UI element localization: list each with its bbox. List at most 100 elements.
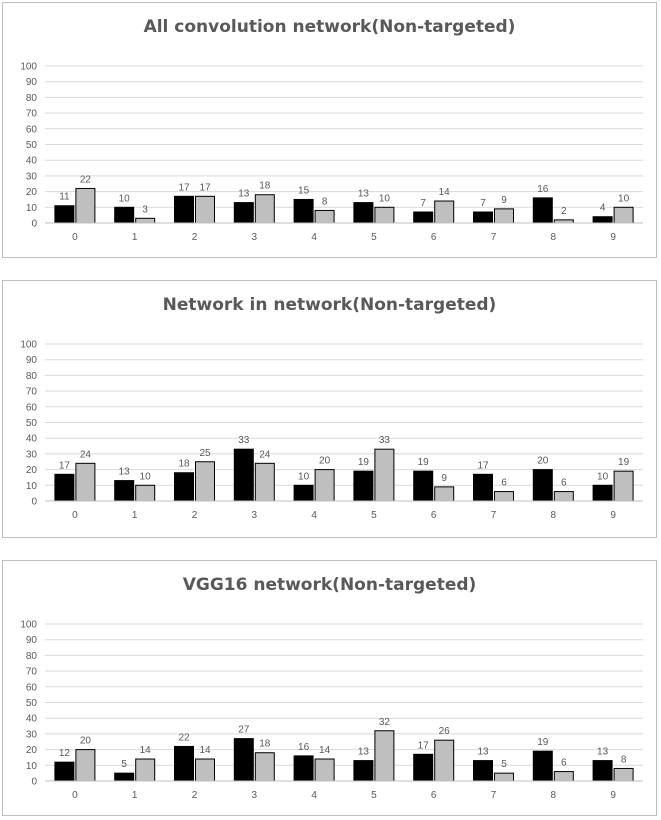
y-tick-label: 60 <box>26 402 38 413</box>
x-tick-label: 7 <box>491 232 497 243</box>
y-tick-label: 0 <box>31 497 37 508</box>
y-tick-label: 0 <box>31 219 37 230</box>
y-tick-label: 20 <box>26 465 38 476</box>
x-tick-label: 2 <box>192 232 198 243</box>
bar <box>592 484 613 502</box>
bar <box>613 470 634 502</box>
bar <box>553 491 574 502</box>
x-tick-label: 8 <box>551 790 557 801</box>
bar <box>233 448 254 502</box>
bar <box>195 758 215 782</box>
y-tick-label: 80 <box>26 651 38 662</box>
data-label: 15 <box>298 185 310 196</box>
bar <box>592 760 613 782</box>
bar <box>374 730 395 782</box>
bar <box>75 749 96 782</box>
data-label: 22 <box>178 732 190 743</box>
bar <box>613 767 634 782</box>
bar <box>532 750 553 782</box>
y-tick-label: 10 <box>26 761 38 772</box>
y-tick-label: 30 <box>26 729 38 740</box>
bar <box>314 469 335 502</box>
bar <box>135 217 156 224</box>
bar <box>473 211 493 224</box>
x-tick-label: 4 <box>311 790 317 801</box>
y-tick-label: 40 <box>26 714 38 725</box>
data-label: 5 <box>121 759 127 770</box>
bar <box>592 216 613 224</box>
y-tick-label: 60 <box>26 682 38 693</box>
x-tick-label: 0 <box>72 790 78 801</box>
x-tick-label: 9 <box>610 232 616 243</box>
data-label: 13 <box>477 747 489 758</box>
data-label: 33 <box>379 435 391 446</box>
bar <box>293 755 314 782</box>
y-tick-label: 50 <box>26 140 38 151</box>
y-tick-label: 100 <box>20 62 37 73</box>
y-tick-label: 20 <box>26 187 38 198</box>
y-tick-label: 40 <box>26 156 38 167</box>
x-tick-label: 1 <box>132 510 138 521</box>
bar <box>413 211 434 224</box>
bar <box>174 472 194 502</box>
chart-title: Network in network(Non-targeted) <box>162 295 497 315</box>
y-tick-label: 10 <box>26 203 38 214</box>
data-label: 10 <box>379 193 391 204</box>
chart-panel-3: VGG16 network(Non-targeted) 0 10 20 30 40 50 6… <box>2 560 657 816</box>
x-tick-label: 0 <box>72 510 78 521</box>
y-tick-label: 40 <box>26 434 38 445</box>
data-label: 7 <box>480 198 486 209</box>
bar <box>174 195 194 224</box>
y-tick-label: 30 <box>26 171 38 182</box>
data-label: 18 <box>259 739 271 750</box>
y-tick-label: 90 <box>26 77 38 88</box>
data-label: 6 <box>561 758 567 769</box>
data-label: 7 <box>420 198 426 209</box>
data-label: 12 <box>59 748 71 759</box>
y-tick-label: 60 <box>26 124 38 135</box>
data-label: 20 <box>319 456 331 467</box>
bar <box>434 200 455 224</box>
bar <box>135 758 156 782</box>
data-label: 17 <box>418 740 430 751</box>
data-label: 13 <box>238 189 250 200</box>
data-label: 24 <box>80 449 92 460</box>
bar <box>353 760 374 782</box>
bar <box>473 473 493 502</box>
bar <box>532 197 553 224</box>
bar <box>494 208 514 224</box>
bar <box>75 187 96 224</box>
x-tick-label: 6 <box>431 232 437 243</box>
x-tick-label: 5 <box>371 790 377 801</box>
data-label: 9 <box>501 195 507 206</box>
bar <box>353 202 374 224</box>
x-tick-label: 4 <box>311 510 317 521</box>
y-tick-label: 80 <box>26 93 38 104</box>
data-label: 8 <box>322 196 328 207</box>
data-label: 18 <box>259 181 271 192</box>
x-tick-label: 3 <box>252 232 258 243</box>
x-tick-label: 8 <box>551 510 557 521</box>
y-tick-label: 50 <box>26 698 38 709</box>
y-tick-label: 50 <box>26 418 38 429</box>
data-label: 17 <box>59 460 71 471</box>
y-tick-label: 80 <box>26 371 38 382</box>
data-label: 26 <box>439 726 451 737</box>
bar <box>473 760 493 782</box>
x-tick-label: 0 <box>72 232 78 243</box>
x-tick-label: 9 <box>610 510 616 521</box>
bar <box>174 745 194 782</box>
y-tick-label: 30 <box>26 449 38 460</box>
bar <box>374 448 395 502</box>
data-label: 13 <box>119 467 131 478</box>
data-label: 13 <box>358 747 370 758</box>
bar-chart-1: 0 10 20 30 40 50 60 70 80 90 100 11 22 0 10 3 1 17 17 2 13 18… <box>20 62 643 243</box>
y-tick-label: 100 <box>20 340 37 351</box>
bar <box>293 198 314 224</box>
data-label: 19 <box>618 457 630 468</box>
x-tick-label: 6 <box>431 790 437 801</box>
x-tick-label: 3 <box>252 510 258 521</box>
data-label: 5 <box>501 759 507 770</box>
x-tick-label: 7 <box>491 510 497 521</box>
bar <box>114 206 135 224</box>
